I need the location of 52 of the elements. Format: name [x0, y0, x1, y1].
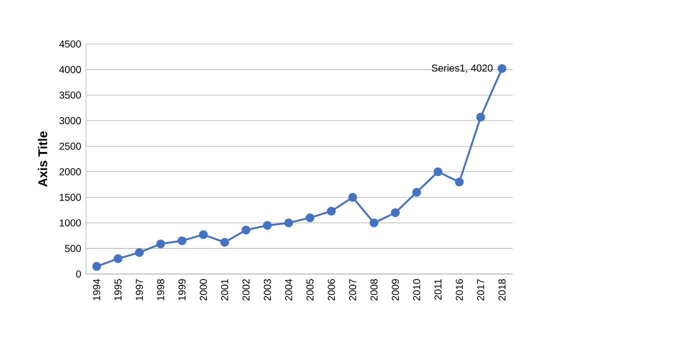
y-tick-label: 1500	[60, 194, 81, 201]
x-tick-label: 2005	[306, 279, 314, 300]
point	[326, 206, 336, 216]
point	[178, 236, 186, 246]
point	[220, 238, 230, 247]
x-tick-label: 2002	[242, 279, 250, 300]
x-tick-label: 1995	[114, 279, 122, 300]
x-tick-label: 2003	[264, 279, 271, 300]
x-tick-label: 1994	[93, 279, 100, 300]
point	[156, 239, 166, 248]
y-tick-label: 2500	[60, 142, 81, 150]
point	[434, 167, 442, 176]
y-tick-label: 2000	[60, 168, 81, 176]
point	[348, 192, 358, 202]
point	[92, 262, 102, 271]
x-tick-label: 2001	[221, 279, 228, 300]
y-tick-label: 3500	[59, 92, 81, 99]
x-tick-label: 1997	[136, 279, 143, 300]
point	[476, 112, 486, 122]
point	[306, 213, 314, 222]
x-tick-label: 2008	[370, 279, 378, 300]
x-tick-label: 2010	[413, 279, 420, 300]
point	[284, 218, 294, 228]
y-tick-label: 4000	[59, 66, 81, 74]
point	[114, 254, 122, 264]
x-tick-label: 2011	[434, 279, 442, 300]
x-tick-label: 2004	[285, 279, 292, 300]
x-tick-label: 2018	[498, 279, 506, 300]
point	[370, 218, 378, 228]
point	[390, 208, 400, 218]
x-tick-label: 2007	[349, 279, 356, 300]
point	[134, 248, 144, 257]
y-tick-label: 0	[76, 270, 81, 278]
x-tick-label: 2017	[477, 279, 484, 300]
point	[262, 221, 272, 230]
x-tick-label: 1999	[178, 279, 186, 300]
annotation: Series1, 4020	[432, 64, 493, 73]
y-tick-label: 4500	[59, 40, 81, 48]
x-tick-label: 1998	[157, 279, 164, 300]
x-tick-label: 2006	[328, 279, 335, 300]
x-tick-label: 2009	[392, 279, 399, 300]
y-tick-label: 500	[65, 244, 81, 252]
y-axis-title: Axis Title	[38, 131, 48, 187]
point	[412, 188, 422, 197]
x-tick-label: 2016	[456, 279, 463, 300]
point	[242, 226, 250, 234]
y-tick-label: 1000	[60, 219, 81, 226]
x-tick-label: 2000	[200, 279, 207, 300]
point	[198, 230, 208, 240]
point	[454, 178, 464, 186]
point	[498, 64, 506, 73]
y-tick-label: 3000	[59, 117, 81, 124]
